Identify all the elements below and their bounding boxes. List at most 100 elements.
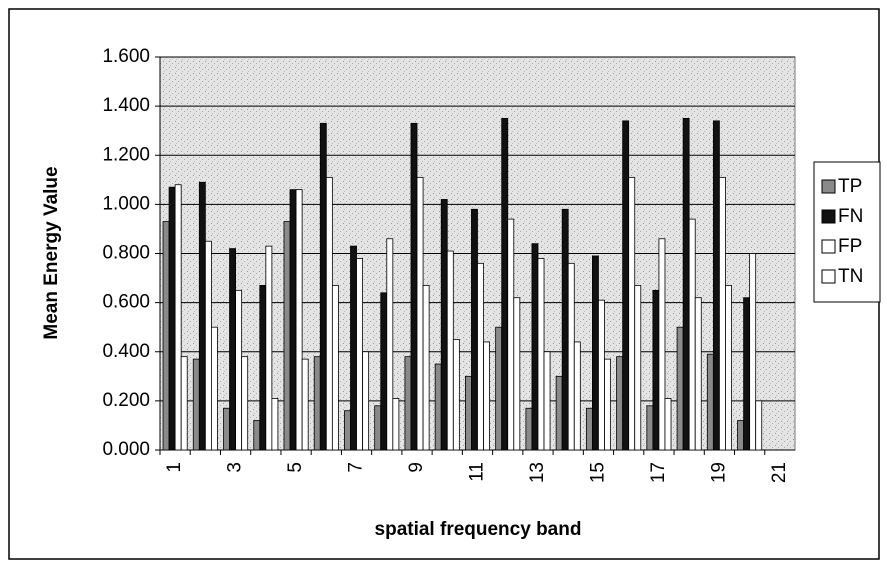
bar: [422, 285, 430, 451]
bar: [719, 176, 726, 451]
bar: [331, 285, 339, 451]
y-tick-label: 0.200: [102, 390, 150, 411]
bar: [380, 292, 388, 451]
x-tick-label: 3: [225, 462, 246, 473]
bar: [404, 356, 412, 451]
legend-swatch: [821, 239, 836, 254]
y-tick-label: 0.400: [102, 341, 150, 362]
bar: [501, 118, 509, 451]
legend-label: TP: [838, 176, 862, 197]
legend-label: FN: [838, 206, 863, 227]
bar: [265, 245, 273, 451]
x-tick-label: 13: [527, 462, 548, 483]
bar: [664, 398, 672, 451]
bar: [410, 122, 418, 451]
bar: [634, 285, 642, 451]
y-tick-label: 1.000: [102, 193, 150, 214]
bar: [180, 356, 188, 451]
x-tick-label: 21: [769, 462, 790, 483]
bar: [313, 356, 321, 451]
legend-label: TN: [838, 266, 863, 287]
bar: [483, 341, 490, 451]
bar: [567, 262, 575, 451]
bar: [616, 356, 624, 451]
bar: [168, 186, 176, 451]
bar: [652, 289, 660, 451]
bar: [543, 351, 551, 451]
bar: [198, 181, 206, 451]
x-tick-label: 17: [648, 462, 669, 483]
bar: [344, 410, 351, 451]
bar: [495, 326, 503, 451]
bar: [743, 297, 751, 451]
x-tick-label: 7: [346, 462, 367, 473]
legend-swatch: [821, 179, 836, 194]
bar: [465, 375, 472, 451]
bar: [688, 218, 696, 451]
y-tick-label: 1.200: [102, 144, 150, 165]
y-tick-label: 1.400: [102, 95, 150, 116]
bar: [229, 248, 236, 451]
bar: [525, 407, 533, 451]
bar: [531, 243, 539, 451]
x-tick-label: 19: [708, 462, 729, 483]
bar: [446, 250, 454, 451]
bar: [646, 405, 654, 451]
bar: [555, 375, 563, 451]
bar: [283, 221, 291, 451]
y-tick-label: 0.000: [102, 439, 150, 460]
bar: [350, 245, 357, 451]
bar: [755, 400, 763, 451]
bar: [289, 189, 297, 451]
bar: [356, 258, 363, 451]
bar: [325, 176, 333, 451]
x-tick-label: 15: [587, 462, 608, 483]
bar: [628, 176, 636, 451]
bar: [604, 358, 611, 451]
bar: [416, 176, 424, 451]
bar: [749, 253, 757, 451]
x-tick-label: 1: [164, 462, 185, 473]
bar: [204, 240, 212, 451]
bar: [440, 199, 448, 451]
bar: [295, 189, 303, 451]
bar: [253, 420, 261, 451]
bar: [223, 407, 230, 451]
bar: [561, 208, 569, 451]
bar: [507, 218, 515, 451]
bar: [585, 407, 593, 451]
y-tick-label: 0.600: [102, 292, 150, 313]
bar: [598, 299, 605, 451]
bar: [174, 184, 182, 451]
bar: [658, 238, 666, 451]
x-tick-label: 11: [467, 462, 488, 482]
bar: [162, 221, 170, 451]
bar: [235, 289, 243, 451]
bar: [362, 351, 370, 451]
bar: [573, 341, 581, 451]
bar: [537, 258, 545, 451]
bar: [592, 255, 599, 451]
bar: [452, 339, 460, 451]
bar: [471, 208, 478, 451]
bar: [392, 398, 400, 451]
bar: [211, 326, 218, 451]
bar: [477, 262, 484, 451]
bar: [271, 398, 279, 451]
x-tick-label: 9: [406, 462, 427, 473]
bar: [706, 353, 714, 451]
legend-label: FP: [838, 236, 862, 257]
legend-swatch: [821, 209, 836, 224]
legend-swatch: [821, 269, 836, 284]
bar: [374, 405, 382, 451]
bar: [694, 297, 702, 451]
y-tick-label: 0.800: [102, 243, 150, 264]
y-tick-label: 1.600: [102, 46, 150, 67]
bar: [319, 122, 327, 451]
bar: [737, 420, 744, 451]
bar: [712, 120, 720, 451]
bar: [259, 285, 267, 451]
bar: [241, 356, 249, 451]
bar: [386, 238, 394, 451]
